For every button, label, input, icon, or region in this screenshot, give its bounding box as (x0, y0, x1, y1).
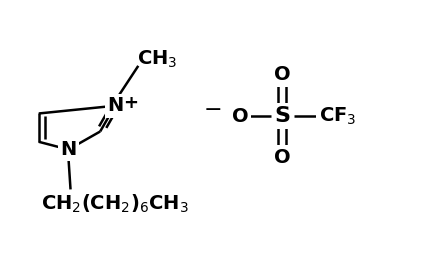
Text: S: S (274, 106, 290, 126)
Text: N: N (60, 140, 76, 159)
Text: O: O (232, 107, 248, 125)
Text: O: O (274, 65, 290, 84)
Text: CH$_3$: CH$_3$ (137, 49, 178, 70)
Text: CF$_3$: CF$_3$ (319, 105, 356, 127)
Text: +: + (124, 94, 139, 112)
Text: $-$: $-$ (203, 98, 221, 118)
Text: O: O (274, 148, 290, 167)
Text: CH$_2$(CH$_2$)$_6$CH$_3$: CH$_2$(CH$_2$)$_6$CH$_3$ (41, 193, 189, 215)
Text: N: N (107, 96, 123, 115)
